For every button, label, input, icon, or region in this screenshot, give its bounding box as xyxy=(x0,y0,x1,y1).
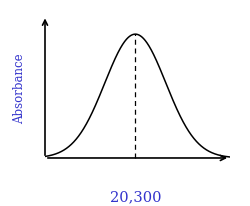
Text: 20,300: 20,300 xyxy=(110,190,161,204)
Text: Absorbance: Absorbance xyxy=(12,53,26,124)
